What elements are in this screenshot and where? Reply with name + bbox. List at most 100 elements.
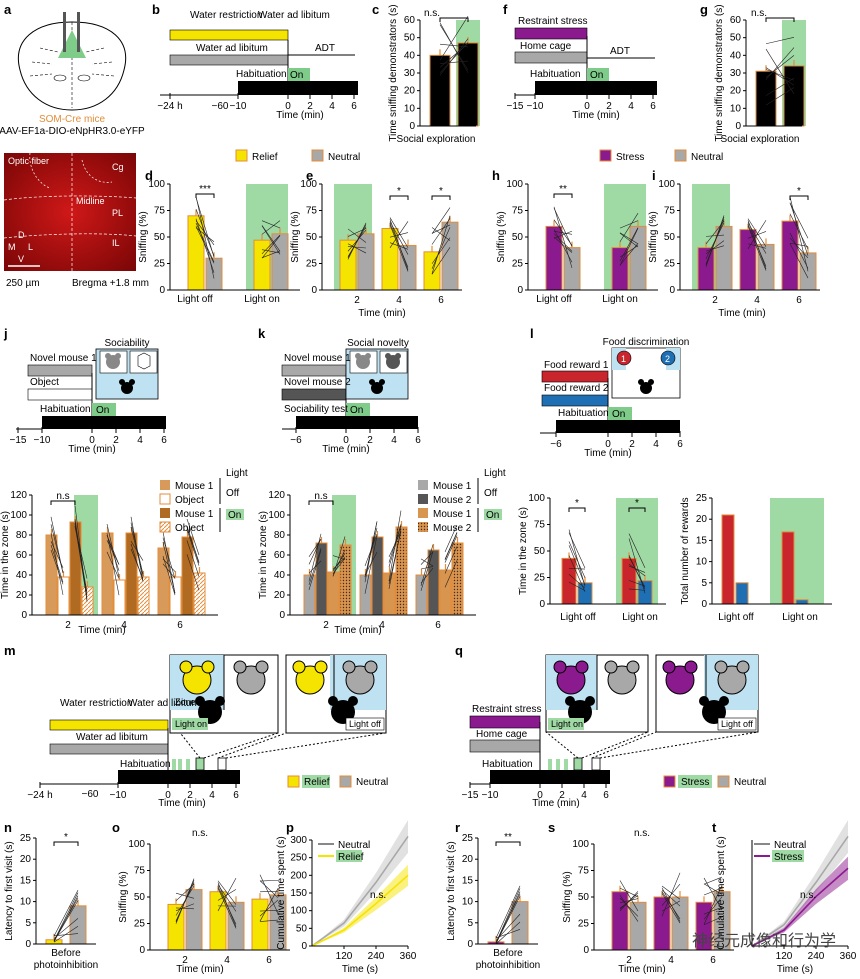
h-trace bbox=[619, 227, 639, 262]
legend-j-on: On bbox=[228, 510, 241, 521]
k-trace bbox=[444, 532, 458, 561]
g-bracket bbox=[765, 17, 795, 22]
k-bar-1 bbox=[371, 536, 384, 616]
time-tick-label: 2 bbox=[606, 101, 612, 112]
g-bar-neutral bbox=[783, 65, 805, 127]
g-trace bbox=[765, 87, 795, 106]
chart-t: Cumulative time spent (s) 120 240 360 bbox=[716, 820, 857, 962]
h-trace bbox=[553, 206, 573, 269]
legend-relief-swatch bbox=[235, 149, 248, 162]
s-y-tick-label: 100 bbox=[572, 839, 589, 850]
c-xlabel: Social exploration bbox=[397, 134, 476, 145]
l1-y-tick-label: 100 bbox=[528, 493, 545, 504]
n-y-tick-label: 25 bbox=[20, 833, 32, 844]
e-sig: * bbox=[397, 186, 401, 197]
chart-l2: 0 5 10 15 20 25 Total number of rewards bbox=[680, 493, 832, 610]
h-trace bbox=[619, 213, 639, 242]
legend-stress: Stress bbox=[616, 152, 644, 163]
n-xlabel-1: Before bbox=[51, 948, 81, 959]
t-legend-stress-bg bbox=[772, 850, 804, 862]
q-habituation: Habituation bbox=[482, 759, 533, 770]
i-x-tick-label: 2 bbox=[712, 295, 718, 306]
virus-label: AAV-EF1a-DIO-eNpHR3.0-eYFP bbox=[0, 126, 145, 137]
h-trace bbox=[553, 229, 573, 263]
legend-stress-swatch bbox=[599, 149, 612, 162]
s-trace bbox=[703, 906, 723, 915]
j-trace bbox=[162, 537, 176, 579]
p-x-tick-label: 120 bbox=[336, 951, 353, 962]
panel-label-m: m bbox=[4, 643, 16, 658]
j-object: Object bbox=[30, 377, 59, 388]
q-home: Home cage bbox=[476, 729, 528, 740]
legend-relief: Relief bbox=[252, 152, 278, 163]
panel-label-o: o bbox=[112, 820, 120, 835]
f-xlabel: Time (min) bbox=[572, 110, 619, 121]
o-ns: n.s. bbox=[192, 828, 208, 839]
time-tick-label: 0 bbox=[285, 101, 291, 112]
k-trace bbox=[364, 552, 378, 576]
f-adt: ADT bbox=[610, 46, 630, 57]
i-trace bbox=[789, 242, 809, 247]
g-y-tick-label: 20 bbox=[730, 86, 742, 97]
h-trace bbox=[619, 232, 639, 248]
k-trace bbox=[444, 546, 458, 574]
k-bar-2 bbox=[439, 569, 452, 616]
mice-label: SOM-Cre mice bbox=[39, 114, 106, 125]
i-trace bbox=[705, 234, 725, 237]
i-bar-b bbox=[715, 225, 733, 291]
l1-trace bbox=[568, 581, 586, 591]
time-tick-label: 4 bbox=[209, 790, 215, 801]
g-y-tick-label: 10 bbox=[730, 103, 742, 114]
s-bar-b bbox=[629, 901, 647, 951]
s-y-tick-label: 50 bbox=[578, 892, 590, 903]
h-x2: Light on bbox=[602, 294, 638, 305]
q-xlabel: Time (min) bbox=[532, 798, 579, 809]
orient-l: L bbox=[28, 242, 33, 252]
p-y-tick-label: 300 bbox=[290, 835, 307, 846]
time-tick-label: −15 bbox=[10, 435, 27, 446]
h-y-tick-label: 25 bbox=[512, 259, 524, 270]
r-y-tick-label: 0 bbox=[467, 939, 473, 950]
n-y-tick-label: 15 bbox=[20, 875, 32, 886]
i-bar-b bbox=[799, 252, 817, 291]
n-trace bbox=[53, 933, 79, 937]
s-bar-b bbox=[671, 896, 689, 951]
q-light-on: Light on bbox=[551, 719, 583, 729]
k-trace bbox=[420, 558, 434, 567]
l2-y-tick-label: 0 bbox=[701, 599, 707, 610]
panel-label-b: b bbox=[152, 2, 160, 17]
k-bar-2 bbox=[327, 571, 340, 616]
e-trace bbox=[389, 222, 409, 268]
s-trace bbox=[661, 872, 681, 917]
p-y-tick-label: 50 bbox=[296, 923, 308, 934]
e-x-tick-label: 2 bbox=[354, 295, 360, 306]
g-ylabel: Time sniffing demonstrators (s) bbox=[714, 4, 725, 141]
legend-k-m2b: Mouse 2 bbox=[433, 523, 472, 534]
p-legend-neutral: Neutral bbox=[338, 840, 370, 851]
n-y-tick-label: 0 bbox=[25, 939, 31, 950]
m-legend-relief: Relief bbox=[304, 777, 330, 788]
k-bar-0 bbox=[415, 574, 428, 616]
time-tick-label: −15 bbox=[507, 101, 524, 112]
l2-y-tick-label: 20 bbox=[696, 514, 708, 525]
l-title: Food discrimination bbox=[603, 337, 690, 348]
j-trace bbox=[106, 535, 120, 565]
j-x-tick-label: 2 bbox=[65, 620, 71, 631]
k-on: On bbox=[350, 405, 363, 416]
s-y-tick-label: 75 bbox=[578, 866, 590, 877]
g-y-tick-label: 60 bbox=[730, 15, 742, 26]
d-trace bbox=[195, 227, 215, 242]
d-trace bbox=[261, 220, 281, 235]
d-ylabel: Sniffing (%) bbox=[138, 211, 149, 263]
k-y-tick-label: 80 bbox=[274, 530, 286, 541]
r-xlabel-2: photoinhibition bbox=[476, 960, 541, 971]
p-x-tick-label: 240 bbox=[368, 951, 385, 962]
l-fr1: Food reward 1 bbox=[544, 360, 609, 371]
m-time-ticks: −24 h −10 0 2 4 6 −60 bbox=[27, 782, 239, 801]
i-bar-a bbox=[739, 229, 757, 291]
c-trace bbox=[439, 43, 469, 48]
d-sig: *** bbox=[199, 184, 211, 195]
c-ns: n.s. bbox=[424, 8, 440, 19]
o-y-tick-label: 25 bbox=[134, 919, 146, 930]
time-tick-label: −24 h bbox=[157, 101, 182, 112]
